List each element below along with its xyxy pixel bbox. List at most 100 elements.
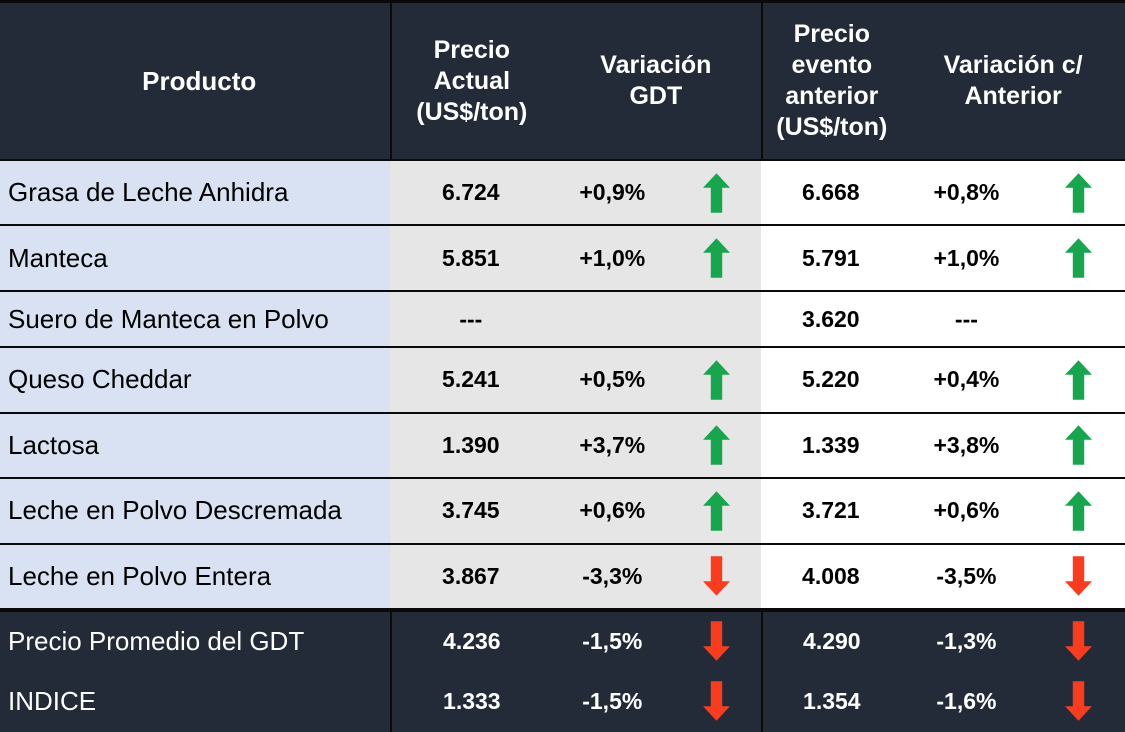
variacion-gdt-cell: +1,0% xyxy=(551,226,761,290)
product-name: Suero de Manteca en Polvo xyxy=(0,291,391,347)
up-arrow-icon xyxy=(1064,425,1092,466)
precio-actual-value: 1.333 xyxy=(390,670,551,732)
variacion-anterior-value: -1,3% xyxy=(936,627,997,654)
variacion-anterior-arrow xyxy=(1032,425,1125,466)
variacion-anterior-arrow xyxy=(1032,621,1125,662)
variacion-gdt-arrow xyxy=(673,556,760,596)
table-row: INDICE 1.333 -1,5% 1.354 -1,6% xyxy=(0,670,1125,732)
table-row: Leche en Polvo Entera 3.867 -3,3% 4.008 -3,5… xyxy=(0,544,1125,610)
precio-actual-value: 3.867 xyxy=(390,544,552,608)
precio-actual-value: 6.724 xyxy=(390,161,552,225)
product-name: Precio Promedio del GDT xyxy=(8,625,305,656)
variacion-anterior-arrow xyxy=(1032,681,1125,722)
variacion-gdt-cell xyxy=(551,291,761,347)
table-body: Grasa de Leche Anhidra 6.724 +0,9% 6.668 +0,… xyxy=(0,161,1125,732)
variacion-gdt-arrow xyxy=(673,491,760,531)
precio-evento-anterior-value: 3.620 xyxy=(760,291,902,347)
variacion-anterior-arrow xyxy=(1032,491,1125,531)
table-row: Manteca 5.851 +1,0% 5.791 +1,0% xyxy=(0,226,1125,292)
variacion-anterior-value: -1,6% xyxy=(936,687,997,714)
variacion-anterior-arrow xyxy=(1032,172,1125,213)
precio-evento-anterior-value: 6.668 xyxy=(760,161,902,225)
column-header-producto: Producto xyxy=(142,65,257,96)
variacion-anterior-cell: +0,6% xyxy=(901,479,1125,543)
variacion-anterior-value: +0,6% xyxy=(933,497,1000,524)
variacion-anterior-value: +3,8% xyxy=(933,431,1000,458)
precio-actual-value: 4.236 xyxy=(390,611,551,671)
variacion-anterior-arrow xyxy=(1032,360,1125,400)
variacion-anterior-cell: +0,4% xyxy=(901,348,1125,412)
precio-evento-anterior-value: 3.721 xyxy=(760,479,902,543)
precio-actual-value: 1.390 xyxy=(390,413,552,478)
variacion-gdt-arrow xyxy=(673,172,760,213)
variacion-anterior-cell: -1,6% xyxy=(901,671,1125,732)
variacion-gdt-value: +3,7% xyxy=(579,431,646,458)
variacion-gdt-cell: -1,5% xyxy=(551,671,760,732)
variacion-anterior-arrow xyxy=(1032,238,1125,278)
down-arrow-icon xyxy=(703,556,731,596)
table-row: Queso Cheddar 5.241 +0,5% 5.220 +0,4% xyxy=(0,348,1125,414)
variacion-gdt-value: +0,5% xyxy=(579,366,646,393)
product-name: Grasa de Leche Anhidra xyxy=(0,161,391,225)
down-arrow-icon xyxy=(1064,556,1092,596)
product-name: Lactosa xyxy=(0,413,391,478)
table-row: Suero de Manteca en Polvo --- 3.620 --- xyxy=(0,291,1125,349)
variacion-anterior-cell: -1,3% xyxy=(901,612,1125,671)
up-arrow-icon xyxy=(1064,238,1092,278)
precio-actual-value: 5.241 xyxy=(390,348,552,412)
precio-evento-anterior-value: 5.791 xyxy=(760,226,902,290)
product-name: Queso Cheddar xyxy=(0,348,391,412)
up-arrow-icon xyxy=(1064,172,1092,213)
up-arrow-icon xyxy=(703,360,731,400)
up-arrow-icon xyxy=(703,491,731,531)
up-arrow-icon xyxy=(703,172,731,213)
variacion-gdt-arrow xyxy=(673,238,760,278)
column-header-variacion-anterior: Variación c/ Anterior xyxy=(943,51,1083,110)
variacion-gdt-cell: +0,5% xyxy=(551,348,761,412)
product-name: Manteca xyxy=(0,226,391,290)
precio-evento-anterior-value: 5.220 xyxy=(760,348,902,412)
variacion-anterior-arrow xyxy=(1032,556,1125,596)
variacion-anterior-cell: +3,8% xyxy=(901,413,1125,478)
variacion-anterior-value: +0,4% xyxy=(933,366,1000,393)
variacion-gdt-cell: +0,6% xyxy=(551,479,761,543)
precio-evento-anterior-value: 4.008 xyxy=(760,544,902,608)
variacion-gdt-value: -1,5% xyxy=(582,627,643,654)
product-name: Leche en Polvo Entera xyxy=(0,544,391,608)
precio-evento-anterior-value: 4.290 xyxy=(760,611,902,671)
product-name: Leche en Polvo Descremada xyxy=(0,479,391,543)
up-arrow-icon xyxy=(703,425,731,466)
variacion-gdt-cell: -1,5% xyxy=(551,612,760,671)
table-row: Lactosa 1.390 +3,7% 1.339 +3,8% xyxy=(0,413,1125,480)
precio-evento-anterior-value: 1.339 xyxy=(760,413,902,478)
variacion-anterior-cell: +0,8% xyxy=(901,161,1125,225)
up-arrow-icon xyxy=(703,238,731,278)
variacion-gdt-arrow xyxy=(673,360,760,400)
variacion-anterior-cell: --- xyxy=(901,291,1125,347)
column-header-precio-actual: Precio Actual (US$/ton) xyxy=(390,3,551,159)
table-row: Grasa de Leche Anhidra 6.724 +0,9% 6.668 +0,… xyxy=(0,161,1125,227)
table-header-row: Producto Precio Actual (US$/ton) Variaci… xyxy=(0,3,1125,161)
up-arrow-icon xyxy=(1064,491,1092,531)
precio-actual-value: 5.851 xyxy=(390,226,552,290)
precio-actual-value: 3.745 xyxy=(390,479,552,543)
variacion-gdt-arrow xyxy=(673,425,760,466)
variacion-gdt-cell: -3,3% xyxy=(551,544,761,608)
table-row: Leche en Polvo Descremada 3.745 +0,6% 3.721… xyxy=(0,479,1125,545)
variacion-anterior-value: +0,8% xyxy=(933,179,1000,206)
down-arrow-icon xyxy=(1064,681,1092,722)
variacion-anterior-value: +1,0% xyxy=(933,244,1000,271)
column-header-precio-evento-anterior: Precio evento anterior (US$/ton) xyxy=(760,3,902,159)
down-arrow-icon xyxy=(703,681,731,722)
variacion-gdt-arrow xyxy=(673,681,760,722)
precio-evento-anterior-value: 1.354 xyxy=(760,670,902,732)
variacion-gdt-value: +0,9% xyxy=(579,179,646,206)
variacion-anterior-cell: +1,0% xyxy=(901,226,1125,290)
variacion-gdt-arrow xyxy=(673,621,760,662)
table-row: Precio Promedio del GDT 4.236 -1,5% 4.290 -1… xyxy=(0,609,1125,671)
up-arrow-icon xyxy=(1064,360,1092,400)
variacion-anterior-cell: -3,5% xyxy=(901,544,1125,608)
variacion-gdt-value: -1,5% xyxy=(582,687,643,714)
variacion-gdt-value: -3,3% xyxy=(582,562,643,589)
down-arrow-icon xyxy=(703,621,731,662)
